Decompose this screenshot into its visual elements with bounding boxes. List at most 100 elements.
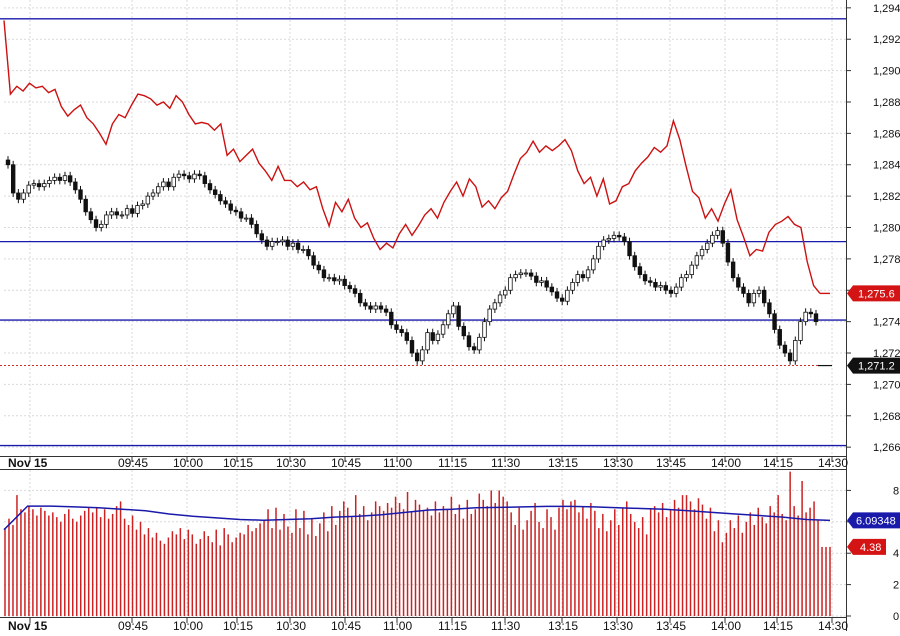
candle-body [124, 208, 130, 216]
candle-body [808, 311, 814, 315]
candle-body [259, 233, 264, 241]
candle-body [751, 292, 757, 304]
candle-body [440, 324, 446, 335]
candle-body [497, 294, 503, 304]
volume-value-tag [847, 538, 886, 555]
candle-body [223, 200, 228, 205]
candle-body [580, 274, 586, 279]
candle-body [140, 203, 145, 206]
candle-body [668, 289, 674, 294]
candle-body [627, 241, 632, 257]
candle-body [156, 186, 161, 194]
candle-body [404, 332, 410, 341]
price-tick-label: 1,294 [873, 3, 900, 15]
candle-body [482, 321, 487, 338]
candle-body [78, 189, 83, 200]
time-tick-label-lower: 14:15 [763, 619, 793, 631]
candle-body [409, 340, 415, 354]
volume-tick-label: 4 [893, 548, 899, 560]
time-tick-label-lower: Nov 15 [8, 619, 48, 631]
time-tick-label: 11:00 [383, 456, 412, 470]
candle-body [730, 261, 736, 279]
average-value: 6.09348 [856, 515, 896, 527]
candle-body [715, 230, 720, 236]
candle-body [83, 198, 88, 213]
candle-body [150, 192, 156, 197]
price-tick-label: 1,266 [873, 442, 900, 454]
candle-body [528, 272, 534, 277]
candle-body [316, 264, 321, 271]
candle-body [782, 344, 788, 354]
candle-body [694, 255, 700, 266]
candle-body [565, 289, 570, 302]
candle-body [653, 282, 658, 288]
time-tick-label-lower: 11:00 [383, 619, 412, 631]
time-tick-label: 13:45 [656, 456, 686, 470]
candle-body [176, 173, 182, 178]
candle-body [772, 313, 777, 330]
candle-body [513, 274, 518, 279]
candle-body [145, 195, 151, 205]
candle-body [720, 230, 725, 244]
time-tick-label-lower: 13:45 [656, 619, 686, 631]
candle-body [363, 302, 368, 307]
time-tick-label: 13:15 [548, 456, 578, 470]
candle-body [326, 277, 332, 280]
time-tick-label-lower: 11:30 [491, 619, 520, 631]
candle-body [311, 255, 316, 266]
candle-body [575, 274, 580, 283]
price-tick-label: 1,268 [873, 411, 900, 423]
candle-body [777, 329, 782, 346]
candle-body [10, 164, 16, 194]
candle-body [47, 180, 52, 184]
candle-body [62, 175, 68, 181]
candle-body [31, 183, 37, 186]
candle-body [130, 208, 135, 214]
candle-body [332, 277, 337, 282]
candle-body [347, 285, 353, 290]
price-tick-label: 1,284 [873, 160, 900, 172]
candle-body [492, 302, 498, 310]
candle-body [798, 321, 803, 341]
candle-body [280, 239, 285, 243]
time-tick-label-lower: 10:15 [223, 619, 253, 631]
candle-body [358, 292, 363, 304]
candle-body [109, 211, 114, 216]
candle-body [352, 288, 358, 294]
candle-body [368, 305, 373, 310]
price-tick-label: 1,292 [873, 34, 900, 46]
candle-body [518, 272, 523, 275]
candle-body [119, 214, 125, 217]
candle-body [414, 352, 420, 362]
candle-body [637, 266, 643, 275]
candle-body [461, 325, 466, 337]
candle-body [596, 245, 601, 260]
time-tick-label: 11:30 [491, 456, 520, 470]
candle-body [337, 278, 342, 282]
time-tick-label: 10:30 [276, 456, 306, 470]
candle-body [373, 305, 378, 310]
candle-body [787, 352, 793, 362]
time-tick-label: 13:30 [603, 456, 633, 470]
candle-body [560, 297, 565, 302]
candle-body [399, 329, 404, 334]
candle-body [756, 289, 762, 294]
candle-body [306, 249, 311, 257]
price-tick-label: 1,286 [873, 128, 900, 140]
candle-body [36, 183, 42, 188]
candle-body [264, 239, 270, 247]
candle-body [99, 223, 104, 228]
candle-body [689, 264, 694, 275]
average-value-tag [847, 512, 900, 529]
candle-body [503, 289, 508, 296]
candle-body [663, 285, 668, 291]
candle-body [611, 234, 617, 239]
candle-body [679, 277, 684, 288]
candle-body [290, 242, 296, 247]
last-price-tag [847, 357, 900, 374]
candle-body [269, 241, 275, 247]
candle-body [762, 289, 767, 304]
candle-body [228, 203, 233, 211]
candle-body [632, 255, 637, 268]
candle-body [73, 181, 78, 191]
